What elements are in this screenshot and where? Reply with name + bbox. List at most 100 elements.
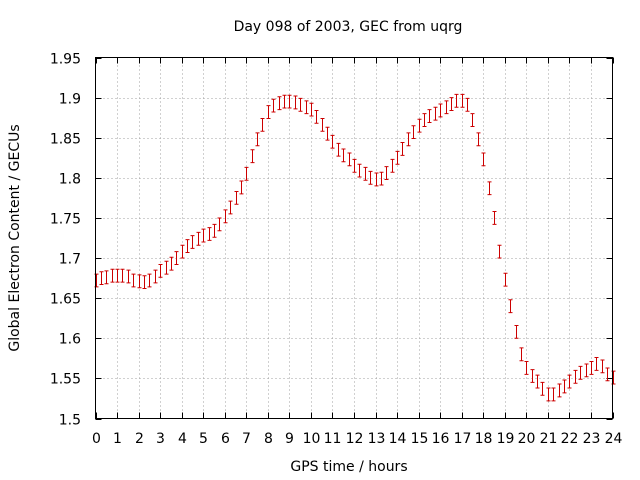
- y-tick-label: 1.6: [59, 332, 81, 348]
- data-point: [368, 170, 373, 185]
- data-point: [481, 152, 486, 167]
- data-point: [374, 172, 379, 187]
- x-tick-label: 12: [346, 431, 364, 447]
- x-tick-label: 18: [475, 431, 493, 447]
- data-point: [234, 190, 239, 205]
- data-point: [578, 365, 583, 380]
- data-point: [142, 275, 147, 290]
- data-point: [99, 271, 104, 286]
- data-point: [196, 231, 201, 246]
- data-point: [454, 93, 459, 108]
- data-point: [530, 369, 535, 383]
- y-tick-label: 1.5: [59, 413, 81, 429]
- data-point: [223, 209, 228, 224]
- x-tick-label: 21: [540, 431, 558, 447]
- data-point: [120, 268, 125, 283]
- x-axis-ticks: 0 1 2 3 4 5 6 7 8 9 10 11 12 13 14 15 16 17 18 19 20 21 22 23 24: [92, 57, 622, 447]
- data-point: [406, 132, 411, 147]
- data-point: [293, 95, 298, 110]
- data-point: [427, 109, 432, 123]
- data-point: [180, 244, 185, 259]
- x-tick-label: 15: [411, 431, 429, 447]
- data-point: [497, 244, 502, 259]
- data-point: [384, 166, 389, 180]
- data-point: [250, 149, 255, 164]
- x-tick-label: 16: [432, 431, 450, 447]
- y-axis-label: Global Electron Content / GECUs: [7, 124, 23, 351]
- data-point: [217, 217, 222, 232]
- data-point: [519, 347, 524, 362]
- x-tick-label: 19: [497, 431, 515, 447]
- data-point: [244, 166, 249, 181]
- data-point: [438, 103, 443, 118]
- data-point: [540, 381, 545, 396]
- data-point: [137, 274, 142, 289]
- data-point: [282, 94, 287, 109]
- x-tick-label: 2: [135, 431, 144, 447]
- data-point: [551, 387, 556, 402]
- data-point: [309, 102, 314, 117]
- data-point: [470, 113, 475, 127]
- data-point: [363, 166, 368, 181]
- x-tick-label: 9: [285, 431, 294, 447]
- x-tick-label: 20: [518, 431, 536, 447]
- data-point: [330, 134, 335, 149]
- data-point: [567, 374, 572, 389]
- x-tick-label: 8: [264, 431, 273, 447]
- y-tick-label: 1.7: [59, 252, 81, 268]
- data-point: [336, 142, 341, 157]
- y-tick-label: 1.95: [50, 52, 81, 68]
- data-point: [320, 117, 325, 132]
- x-tick-label: 11: [324, 431, 342, 447]
- data-point: [164, 260, 169, 275]
- data-point: [395, 150, 400, 165]
- data-point: [508, 299, 513, 314]
- data-point: [325, 126, 330, 141]
- data-point: [147, 273, 152, 288]
- y-tick-label: 1.55: [50, 372, 81, 388]
- data-point: [207, 227, 212, 241]
- chart-title: Day 098 of 2003, GEC from uqrg: [234, 19, 463, 35]
- data-point: [433, 106, 438, 121]
- data-point: [298, 97, 303, 112]
- plot-frame: [95, 57, 613, 419]
- x-tick-label: 0: [92, 431, 101, 447]
- data-point: [126, 269, 131, 284]
- x-axis-label: GPS time / hours: [290, 459, 407, 475]
- data-point: [460, 93, 465, 108]
- data-point: [271, 98, 276, 113]
- data-point: [201, 228, 206, 243]
- y-tick-label: 1.65: [50, 292, 81, 308]
- data-point: [400, 142, 405, 156]
- x-tick-label: 23: [583, 431, 601, 447]
- x-tick-label: 3: [156, 431, 165, 447]
- data-point: [104, 270, 109, 285]
- x-tick-label: 1: [113, 431, 122, 447]
- data-point: [212, 223, 217, 238]
- data-point: [115, 268, 120, 283]
- y-tick-label: 1.85: [50, 132, 81, 148]
- data-point: [594, 357, 599, 371]
- x-tick-label: 7: [242, 431, 251, 447]
- data-point: [352, 158, 357, 173]
- x-tick-label: 13: [368, 431, 386, 447]
- data-point: [304, 100, 309, 115]
- data-point: [573, 369, 578, 384]
- x-tick-label: 6: [221, 431, 230, 447]
- data-point: [169, 256, 174, 271]
- data-point: [492, 211, 497, 225]
- data-point: [562, 379, 567, 394]
- data-point: [158, 263, 163, 278]
- data-point: [422, 113, 427, 127]
- y-axis-ticks: 1.5 1.55 1.6 1.65 1.7 1.75 1.8 1.85 1.9 1.95: [50, 52, 613, 429]
- data-point: [535, 374, 540, 389]
- x-tick-label: 22: [561, 431, 579, 447]
- x-tick-label: 14: [389, 431, 407, 447]
- data-point: [557, 383, 562, 398]
- data-point: [190, 235, 195, 249]
- data-point: [379, 171, 384, 186]
- data-point: [514, 324, 519, 339]
- data-point: [589, 361, 594, 375]
- data-point: [417, 118, 422, 133]
- data-point: [600, 359, 605, 374]
